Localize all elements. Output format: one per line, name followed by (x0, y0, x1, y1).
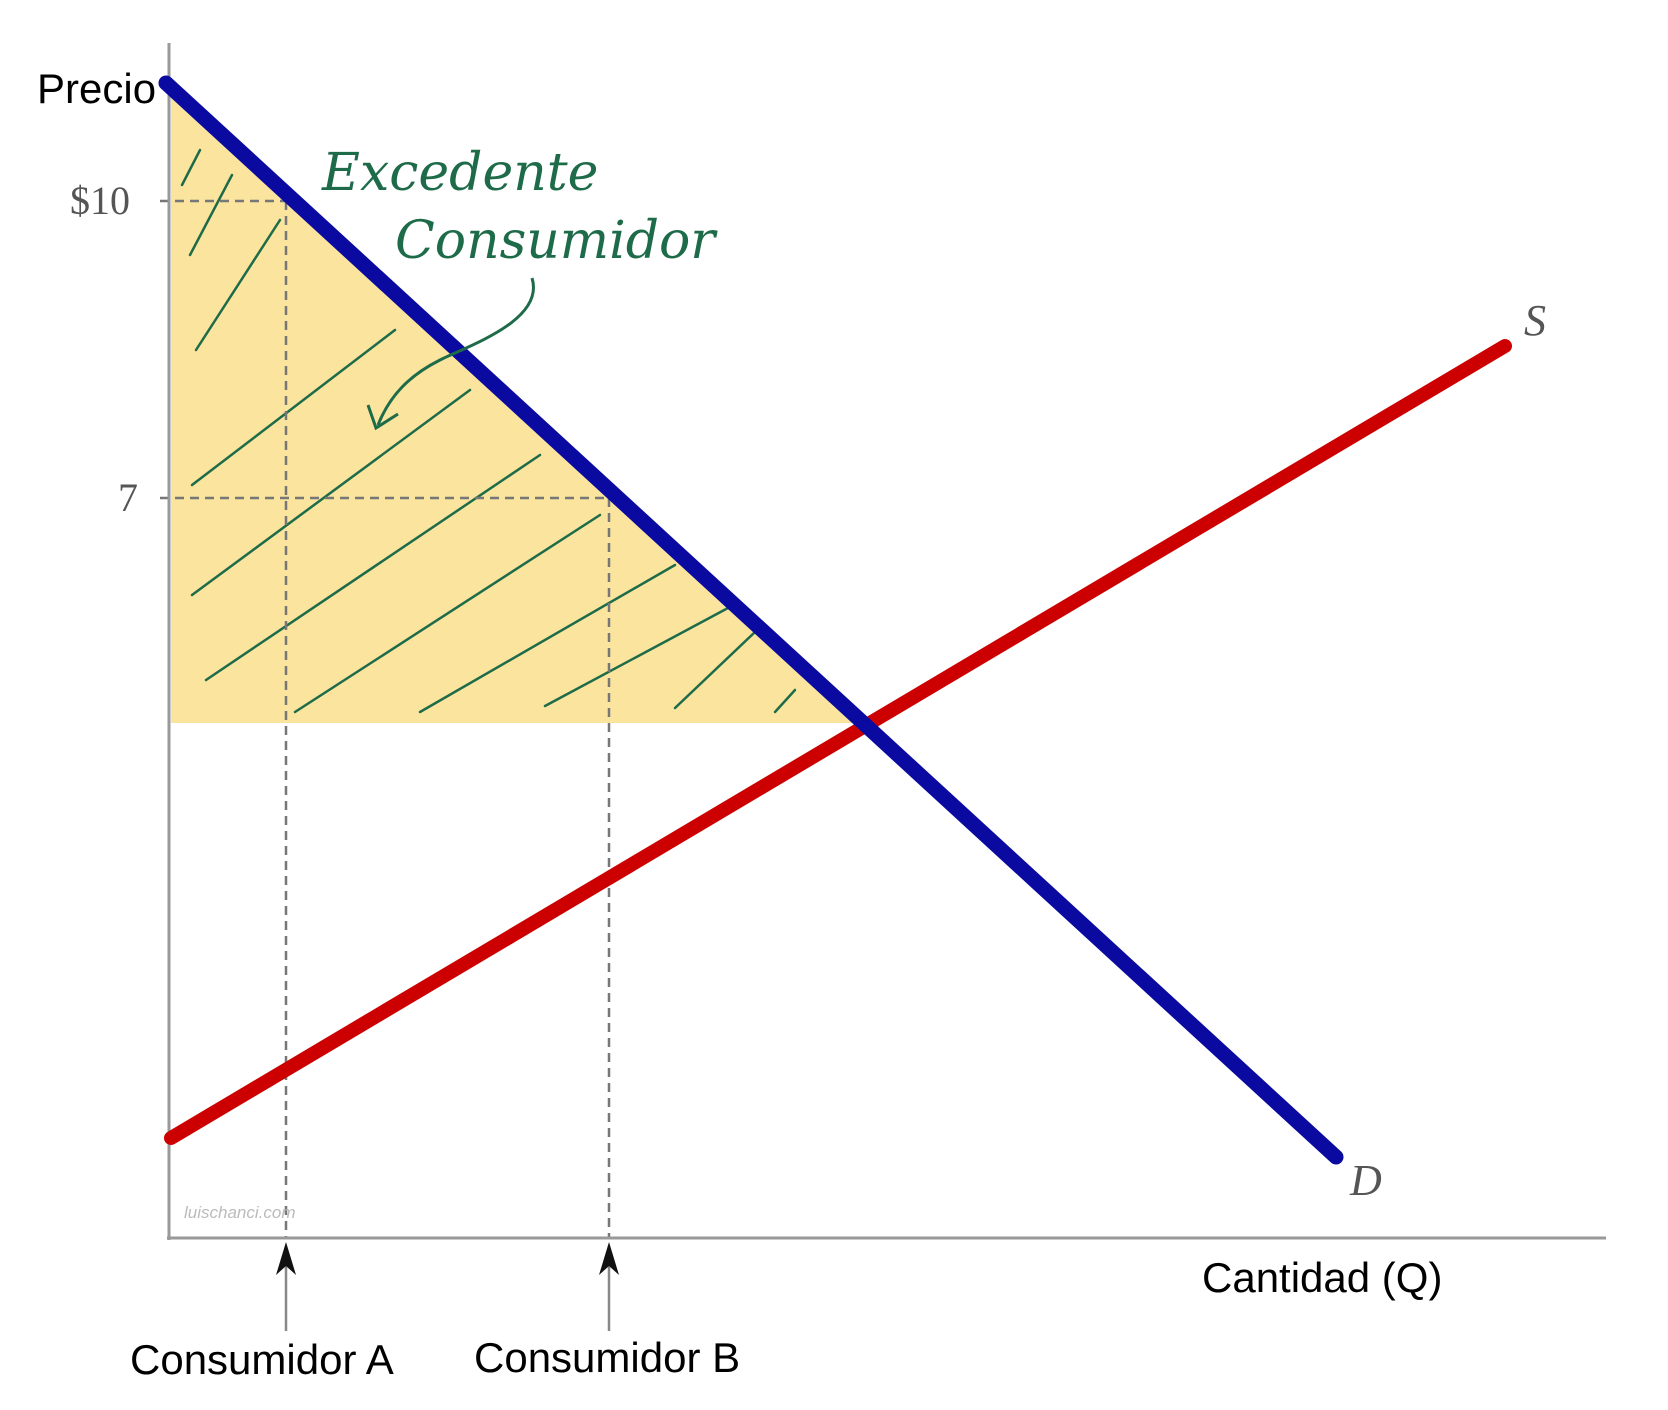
supply-label: S (1524, 296, 1546, 345)
annotation-text: Excedente (321, 143, 598, 203)
supply-line (164, 339, 1512, 1145)
guides (160, 199, 611, 1238)
consumer-label: Consumidor B (474, 1334, 740, 1381)
x-axis-label: Cantidad (Q) (1202, 1254, 1442, 1301)
consumer-arrows (284, 1255, 611, 1331)
hatching (180, 148, 797, 714)
annotation-arrow (376, 277, 535, 426)
demand-line (158, 75, 1344, 1165)
consumer-label: Consumidor A (130, 1336, 394, 1383)
y-tick-label: $10 (70, 178, 130, 223)
y-tick-label: 7 (118, 475, 138, 520)
watermark: luischanci.com (184, 1203, 296, 1222)
demand-label: D (1349, 1156, 1382, 1205)
arrow-a (276, 1242, 296, 1275)
arrow-b (599, 1242, 619, 1275)
annotation-arrowhead (366, 404, 399, 431)
annotation-text: Consumidor (395, 211, 718, 271)
y-axis-label: Precio (37, 65, 156, 112)
